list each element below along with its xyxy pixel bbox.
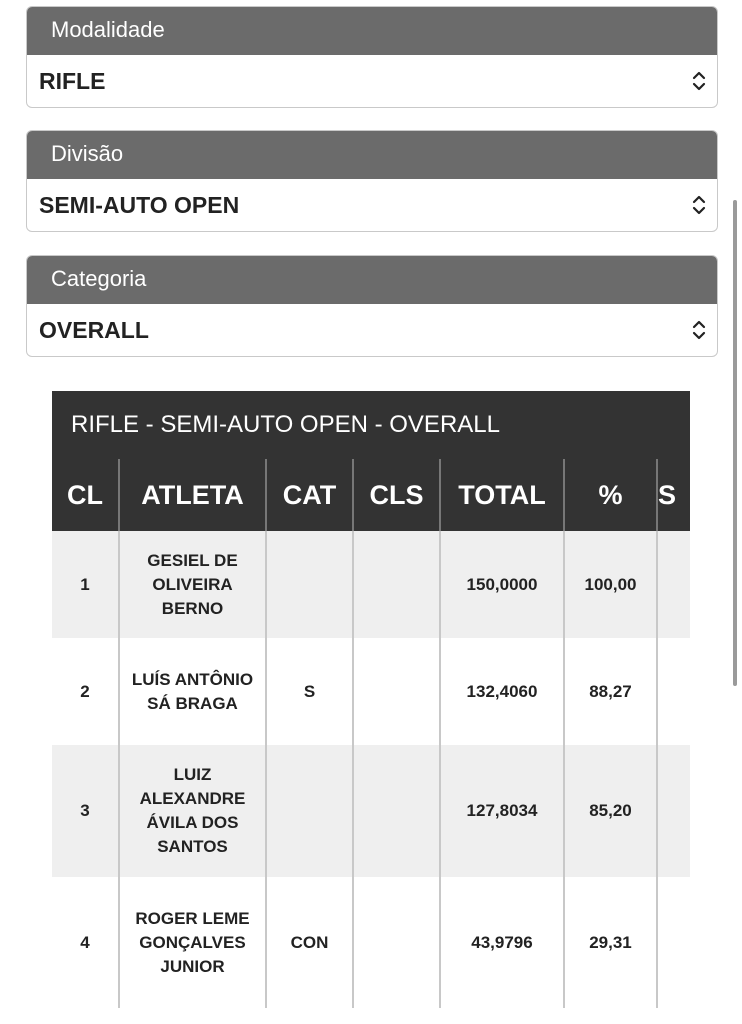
table-cell: 2: [52, 638, 119, 745]
empty-cell: [352, 638, 440, 745]
empty-cell: [656, 877, 690, 1008]
table-cell: 100,00: [563, 531, 657, 638]
table-row: 1 GESIEL DE OLIVEIRA BERNO 150,0000 100,00: [52, 531, 690, 638]
select-value: RIFLE: [39, 68, 106, 94]
table-row: 4 ROGER LEME GONÇALVES JUNIOR CON 43,9796 29…: [52, 877, 690, 1008]
scrollbar: [733, 200, 737, 686]
column-header: CLS: [352, 459, 440, 531]
table-row: 3 LUIZ ALEXANDRE ÁVILA DOS SANTOS 127,8034…: [52, 745, 690, 877]
column-header: S: [656, 459, 690, 531]
chevron-icon: [692, 71, 706, 91]
select-box[interactable]: RIFLE: [27, 55, 717, 107]
table-cell: ROGER LEME GONÇALVES JUNIOR: [118, 877, 266, 1008]
select-value: OVERALL: [39, 317, 149, 343]
table-cell: LUIZ ALEXANDRE ÁVILA DOS SANTOS: [118, 745, 266, 877]
table-cell: 1: [52, 531, 119, 638]
select-value: SEMI-AUTO OPEN: [39, 192, 240, 218]
table-cell: 85,20: [563, 745, 657, 877]
table-cell: 43,9796: [439, 877, 564, 1008]
table-cell: 150,0000: [439, 531, 564, 638]
table-row: 2 LUÍS ANTÔNIO SÁ BRAGA S 132,4060 88,27: [52, 638, 690, 745]
table-cell: 29,31: [563, 877, 657, 1008]
select-group: Categoria OVERALL: [26, 255, 718, 357]
column-header: %: [563, 459, 657, 531]
results-table: RIFLE - SEMI-AUTO OPEN - OVERALL CL ATLET…: [52, 391, 690, 1024]
select-label: Categoria: [27, 256, 717, 304]
table-cell: 4: [52, 877, 119, 1008]
empty-cell: [265, 745, 353, 877]
select-group: Divisão SEMI-AUTO OPEN: [26, 130, 718, 232]
empty-cell: [656, 638, 690, 745]
select-label: Modalidade: [27, 7, 717, 55]
column-header: ATLETA: [118, 459, 266, 531]
empty-cell: [352, 877, 440, 1008]
empty-cell: [656, 745, 690, 877]
table-title: RIFLE - SEMI-AUTO OPEN - OVERALL: [52, 391, 690, 459]
column-header: CAT: [265, 459, 353, 531]
select-box[interactable]: SEMI-AUTO OPEN: [27, 179, 717, 231]
table-cell: 88,27: [563, 638, 657, 745]
column-header: CL: [52, 459, 119, 531]
table-cell: CON: [265, 877, 353, 1008]
table-cell: 3: [52, 745, 119, 877]
table-cell: LUÍS ANTÔNIO SÁ BRAGA: [118, 638, 266, 745]
chevron-icon: [692, 195, 706, 215]
select-box[interactable]: OVERALL: [27, 304, 717, 356]
empty-cell: [265, 531, 353, 638]
table-cell: GESIEL DE OLIVEIRA BERNO: [118, 531, 266, 638]
table-cell: 132,4060: [439, 638, 564, 745]
header-row: CL ATLETA CAT CLS TOTAL% S: [52, 459, 690, 531]
chevron-icon: [692, 320, 706, 340]
select-label: Divisão: [27, 131, 717, 179]
table: CL ATLETA CAT CLS TOTAL% S 1 GESIEL DE OLIVEIR…: [52, 459, 690, 1008]
column-header: TOTAL: [439, 459, 564, 531]
empty-cell: [656, 531, 690, 638]
empty-cell: [352, 531, 440, 638]
empty-cell: [352, 745, 440, 877]
table-cell: S: [265, 638, 353, 745]
select-group: Modalidade RIFLE: [26, 6, 718, 108]
table-cell: 127,8034: [439, 745, 564, 877]
